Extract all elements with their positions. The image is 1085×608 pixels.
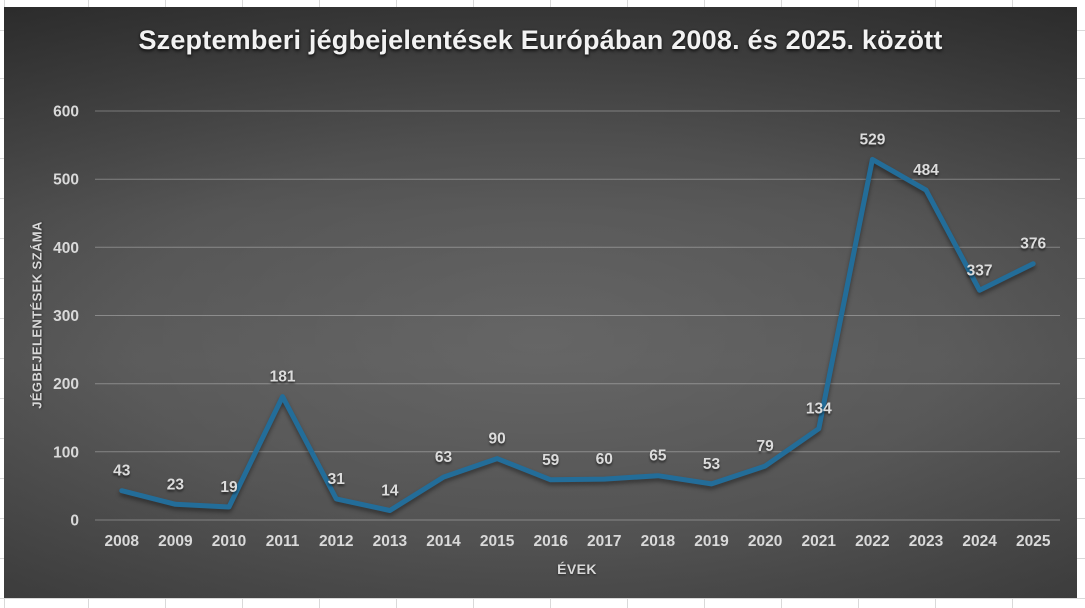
data-label: 14 — [381, 483, 399, 500]
y-tick-label: 400 — [53, 240, 79, 257]
data-label: 376 — [1020, 236, 1046, 253]
x-tick-label: 2021 — [802, 533, 837, 550]
data-label: 337 — [967, 262, 993, 279]
data-label: 90 — [488, 431, 505, 448]
chart-object[interactable]: 0 100 200 300 400 500 600 2008 2009 2010 2011 2012 2… — [4, 7, 1077, 598]
x-tick-label: 2020 — [748, 533, 782, 550]
data-label: 59 — [542, 452, 560, 469]
x-tick-label: 2014 — [426, 533, 461, 550]
data-label: 65 — [649, 448, 667, 465]
x-tick-label: 2013 — [373, 533, 408, 550]
data-label: 53 — [703, 456, 721, 473]
y-tick-label: 600 — [53, 104, 79, 121]
data-label: 23 — [167, 476, 185, 493]
y-tick-label: 100 — [53, 444, 79, 461]
x-tick-label: 2009 — [158, 533, 193, 550]
data-label: 63 — [435, 449, 453, 466]
data-label: 529 — [859, 131, 885, 148]
x-tick-label: 2024 — [962, 533, 997, 550]
x-tick-label: 2025 — [1016, 533, 1051, 550]
y-tick-label: 300 — [53, 308, 79, 325]
data-label: 134 — [806, 401, 832, 418]
y-tick-label: 500 — [53, 172, 79, 189]
x-tick-label: 2008 — [105, 533, 140, 550]
data-label: 181 — [270, 369, 296, 386]
x-axis-title: ÉVEK — [557, 561, 597, 577]
x-tick-label: 2016 — [533, 533, 568, 550]
data-label: 484 — [913, 162, 939, 179]
y-tick-label: 0 — [70, 513, 79, 530]
x-tick-label: 2012 — [319, 533, 353, 550]
data-label: 31 — [328, 471, 346, 488]
x-tick-label: 2010 — [212, 533, 246, 550]
data-label: 43 — [113, 463, 131, 480]
y-axis-title: JÉGBEJELENTÉSEK SZÁMA — [29, 221, 45, 409]
data-label: 60 — [596, 451, 613, 468]
data-series-line — [119, 156, 1036, 513]
x-tick-label: 2018 — [641, 533, 676, 550]
x-tick-label: 2011 — [266, 533, 300, 550]
plot-area: 0 100 200 300 400 500 600 2008 2009 2010 2011 2012 2… — [53, 104, 1060, 550]
x-tick-label: 2017 — [587, 533, 621, 550]
data-label: 19 — [220, 479, 238, 496]
x-tick-label: 2019 — [694, 533, 729, 550]
data-label: 79 — [756, 438, 774, 455]
x-tick-label: 2015 — [480, 533, 515, 550]
x-tick-label: 2022 — [855, 533, 889, 550]
y-tick-label: 200 — [53, 376, 79, 393]
x-tick-label: 2023 — [909, 533, 944, 550]
chart-title: Szeptemberi jégbejelentések Európában 20… — [138, 25, 943, 55]
